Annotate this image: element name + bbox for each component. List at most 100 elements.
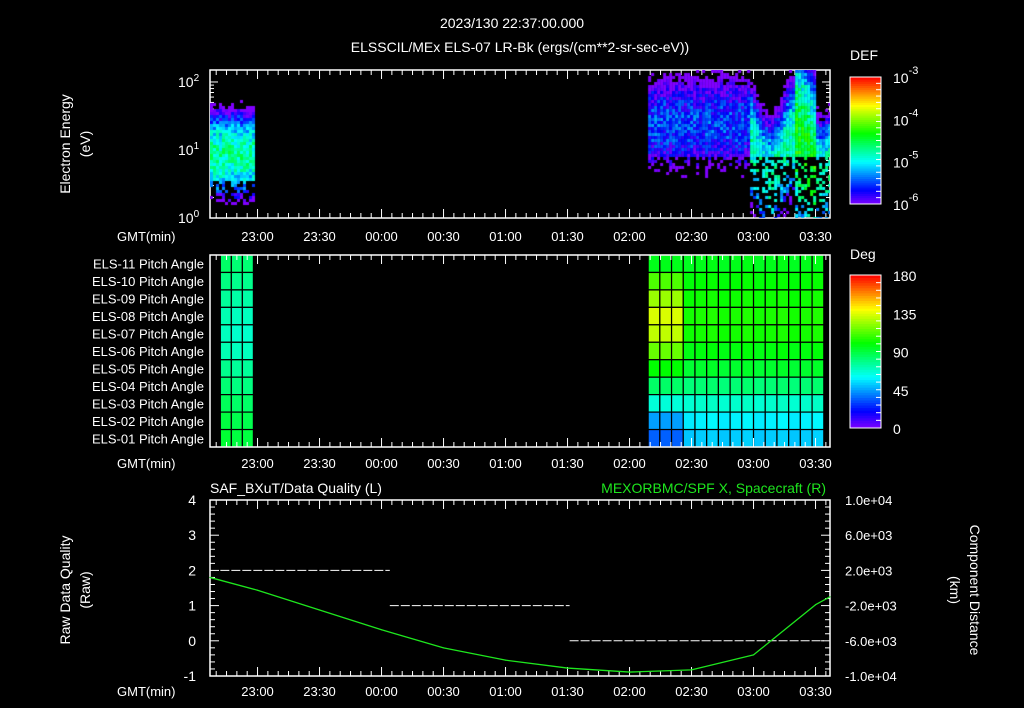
deg-colorbar-color-step [850, 323, 881, 327]
energy-time-label: 00:30 [427, 229, 460, 244]
pitch-cell [219, 289, 232, 308]
pitch-cell [776, 359, 790, 378]
def-colorbar-color-step [850, 201, 881, 205]
deg-colorbar-color-step [850, 361, 881, 365]
distance-y-label: -1.0e+04 [845, 669, 897, 684]
pitch-cell [682, 359, 696, 378]
pitch-cell [717, 411, 731, 431]
def-colorbar-color-step [850, 155, 881, 158]
pitch-cell [764, 394, 778, 413]
quality-y-label: 1 [188, 598, 196, 614]
pitch-row-label: ELS-09 Pitch Angle [92, 292, 204, 307]
deg-colorbar-color-step [850, 377, 881, 381]
deg-colorbar-color-step [850, 346, 881, 350]
pitch-cell [659, 289, 673, 308]
pitch-cell [799, 428, 813, 448]
pitch-row-label: ELS-07 Pitch Angle [92, 327, 204, 342]
def-colorbar-color-step [850, 182, 881, 186]
pitch-cell [811, 306, 825, 326]
pitch-row-label: ELS-10 Pitch Angle [92, 274, 204, 289]
def-colorbar-label: 10-4 [893, 107, 918, 128]
def-colorbar-label: 10-6 [893, 192, 918, 213]
def-colorbar-color-step [850, 96, 881, 99]
pitch-cell [729, 271, 743, 291]
pitch-cell [729, 306, 743, 326]
deg-colorbar-color-step [850, 313, 881, 317]
pitch-cell [694, 289, 708, 308]
def-colorbar-color-step [850, 134, 881, 137]
pitch-cell [752, 289, 766, 308]
pitch-cell [729, 359, 743, 378]
pitch-cell [799, 324, 813, 343]
pitch-cell [241, 271, 254, 291]
pitch-cell [799, 254, 813, 274]
quality-time-label: 23:30 [303, 684, 336, 699]
pitch-cell [811, 394, 825, 413]
deg-colorbar-color-step [850, 382, 881, 386]
deg-colorbar-color-step [850, 333, 881, 337]
pitch-cell [241, 428, 254, 448]
pitch-cell [776, 376, 790, 396]
pitch-cell [694, 341, 708, 361]
pitch-cell [799, 289, 813, 308]
pitch-cell [776, 324, 790, 343]
deg-colorbar-color-step [850, 364, 881, 368]
deg-colorbar-color-step [850, 348, 881, 352]
def-colorbar-color-step [850, 132, 881, 135]
pitch-cell [799, 306, 813, 326]
distance-y-label: 1.0e+04 [845, 493, 892, 508]
pitch-cell [647, 376, 661, 396]
energy-ylabel-unit: (eV) [77, 131, 93, 157]
pitch-cell [741, 289, 755, 308]
def-colorbar-color-step [850, 153, 881, 156]
energy-time-label: 01:00 [489, 229, 522, 244]
distance-point [690, 669, 693, 671]
distance-point [380, 629, 383, 631]
pitch-cell [219, 306, 232, 326]
pitch-cell [659, 411, 673, 431]
pitch-cell [788, 359, 801, 378]
pitch-cell [694, 428, 708, 448]
def-colorbar-color-step [850, 178, 881, 182]
distance-y-label: 2.0e+03 [845, 563, 892, 578]
deg-colorbar-color-step [850, 405, 881, 409]
def-colorbar-color-step [850, 157, 881, 161]
pitch-cell [219, 271, 232, 291]
deg-colorbar-color-step [850, 369, 881, 373]
deg-colorbar-label: 45 [893, 383, 909, 399]
pitch-cell [729, 376, 743, 396]
deg-colorbar-color-step [850, 343, 881, 347]
pitch-cell [230, 411, 243, 431]
pitch-cell [670, 376, 684, 396]
def-colorbar-color-step [850, 163, 881, 167]
energy-y-label: 101 [178, 141, 200, 158]
pitch-time-label: 03:30 [799, 456, 832, 471]
pitch-cell [659, 271, 673, 291]
def-colorbar-color-step [850, 176, 881, 180]
def-colorbar-color-step [850, 197, 881, 201]
pitch-cell [241, 289, 254, 308]
def-colorbar-label: 10-3 [893, 65, 918, 86]
energy-time-label: 03:00 [737, 229, 770, 244]
deg-colorbar-color-step [850, 287, 881, 291]
pitch-cell [741, 411, 755, 431]
deg-colorbar-color-step [850, 394, 881, 398]
deg-colorbar-color-step [850, 300, 881, 304]
pitch-row-label: ELS-11 Pitch Angle [93, 257, 204, 272]
pitch-cell [811, 341, 825, 361]
pitch-cell [694, 324, 708, 343]
pitch-time-label: 00:30 [427, 456, 460, 471]
deg-colorbar-color-step [850, 282, 881, 286]
def-colorbar-color-step [850, 115, 881, 118]
pitch-cell [811, 324, 825, 343]
pitch-cell [752, 306, 766, 326]
pitch-cell [741, 306, 755, 326]
pitch-cell [788, 341, 801, 361]
pitch-cell [694, 376, 708, 396]
pitch-cell [788, 306, 801, 326]
pitch-cell [752, 411, 766, 431]
def-colorbar-color-step [850, 189, 881, 192]
deg-colorbar-color-step [850, 326, 881, 330]
def-colorbar-color-step [850, 85, 881, 89]
